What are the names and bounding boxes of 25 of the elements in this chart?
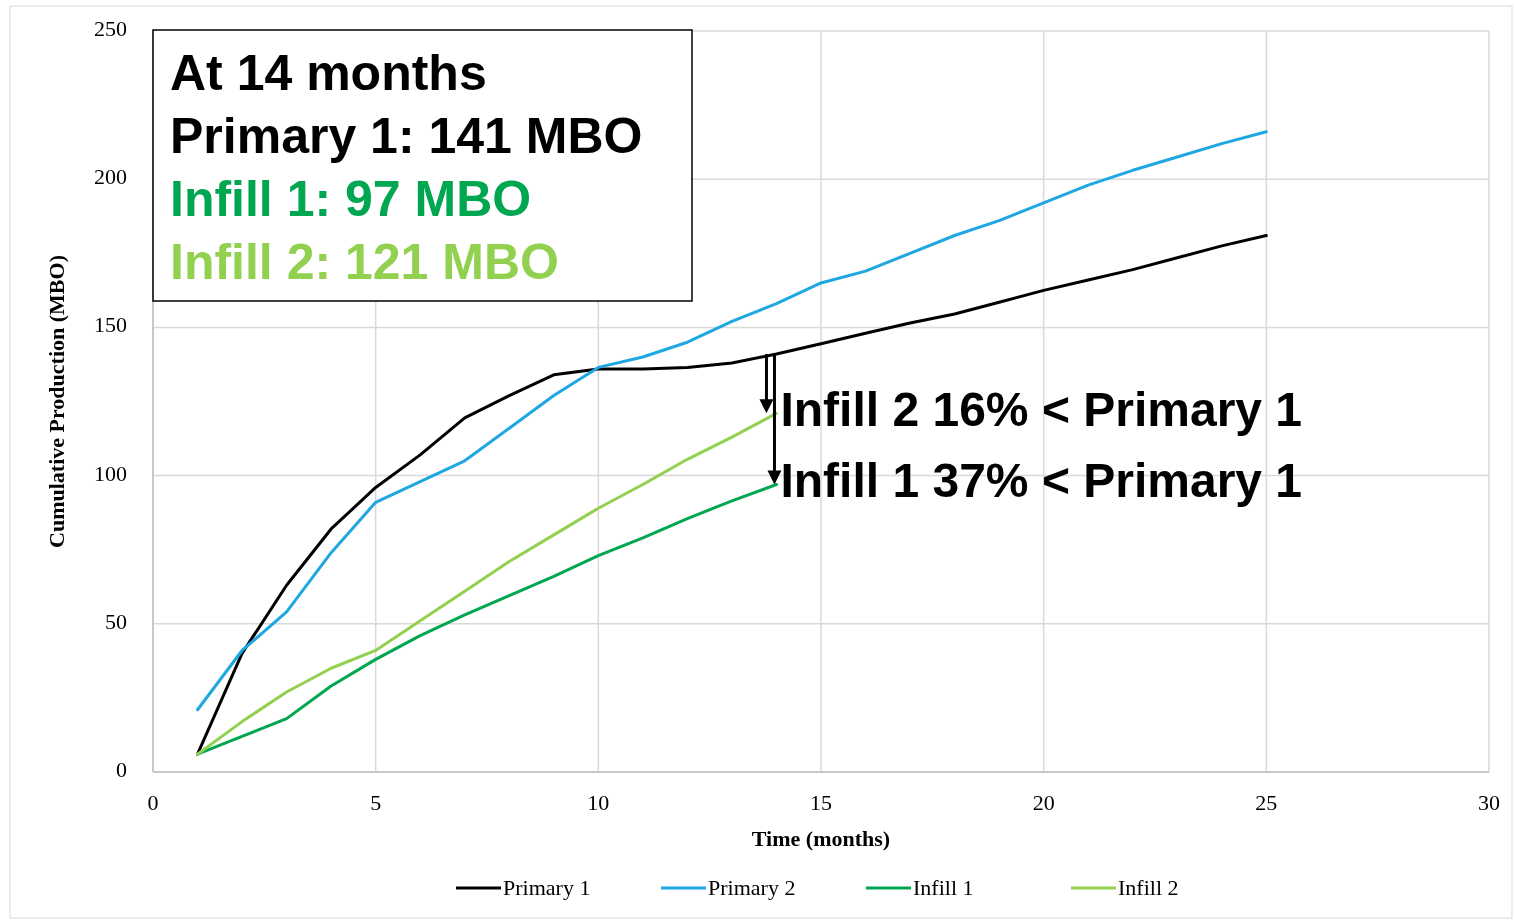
legend-label: Infill 2 [1118,875,1179,900]
y-axis-title: Cumulative Production (MBO) [44,255,69,548]
annotation: Infill 2 16% < Primary 1 [780,383,1303,437]
x-tick-label: 20 [1032,790,1055,815]
x-tick-label: 5 [370,790,382,815]
x-tick-label: 15 [810,790,832,815]
x-tick-label: 30 [1478,790,1500,815]
y-tick-label: 0 [116,757,127,783]
legend-label: Primary 2 [708,875,796,900]
y-tick-label: 50 [105,608,127,634]
annotation: Primary 1: 141 MBO [170,108,643,164]
legend-label: Infill 1 [913,875,974,900]
y-tick-label: 100 [94,460,127,486]
x-tick-label: 25 [1255,790,1278,815]
x-axis-title: Time (months) [751,826,891,851]
legend-label: Primary 1 [503,875,591,900]
x-tick-label: 10 [587,790,610,815]
x-tick-label: 0 [147,790,159,815]
annotation: Infill 2: 121 MBO [170,234,559,290]
annotation: At 14 months [170,45,487,101]
annotation: Infill 1: 97 MBO [170,171,532,227]
y-tick-label: 250 [94,16,127,42]
annotation: Infill 1 37% < Primary 1 [780,454,1303,508]
y-tick-label: 200 [94,164,127,190]
y-tick-label: 150 [94,312,127,338]
